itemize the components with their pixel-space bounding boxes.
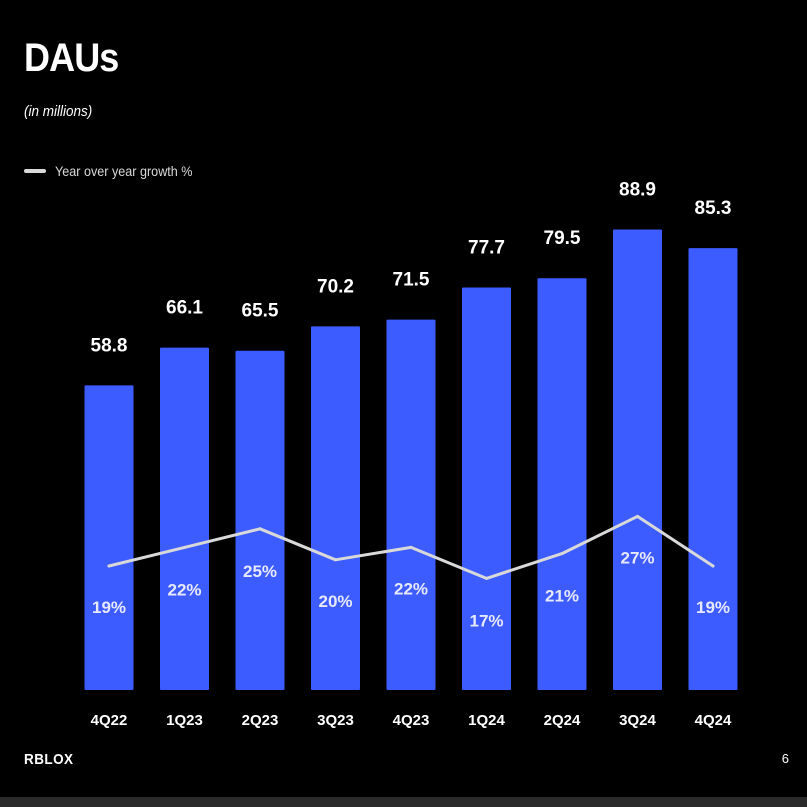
growth-label: 22% <box>167 580 201 599</box>
growth-label: 25% <box>243 562 277 581</box>
bar-value-label: 70.2 <box>317 276 354 297</box>
bar-value-label: 88.9 <box>619 180 656 201</box>
growth-label: 19% <box>92 598 126 617</box>
x-tick-label: 2Q24 <box>544 712 581 729</box>
growth-label: 27% <box>620 548 654 567</box>
roblox-logo: RBLOX <box>24 751 74 768</box>
bar-1q24 <box>462 287 511 690</box>
growth-point-3q23 <box>334 558 337 562</box>
x-tick-label: 4Q23 <box>393 712 430 729</box>
bar-4q23 <box>386 319 436 690</box>
bar-1q23 <box>160 347 209 690</box>
bar-value-label: 66.1 <box>166 298 203 319</box>
bar-value-label: 58.8 <box>91 335 128 356</box>
growth-point-2q24 <box>560 552 564 556</box>
x-tick-label: 2Q23 <box>242 712 279 729</box>
bar-3q24 <box>613 229 662 690</box>
x-tick-label: 1Q24 <box>468 712 505 729</box>
growth-label: 19% <box>696 598 730 617</box>
x-tick-label: 1Q23 <box>166 712 203 729</box>
bar-2q24 <box>537 278 587 690</box>
bar-4q24 <box>688 248 738 690</box>
page-number: 6 <box>781 751 789 766</box>
legend-line-swatch <box>24 169 46 173</box>
x-tick-label: 4Q24 <box>695 712 732 729</box>
bar-value-label: 71.5 <box>393 270 430 291</box>
growth-label: 21% <box>545 587 579 606</box>
bar-value-label: 85.3 <box>695 198 732 219</box>
growth-point-1q23 <box>183 545 186 549</box>
bar-2q23 <box>235 350 285 690</box>
x-tick-label: 3Q24 <box>619 712 656 729</box>
growth-label: 20% <box>318 592 352 611</box>
growth-point-3q24 <box>636 514 639 518</box>
growth-point-4q24 <box>711 564 715 568</box>
page-title: DAUs <box>24 36 119 80</box>
growth-point-2q23 <box>258 527 262 531</box>
bar-value-label: 77.7 <box>468 238 505 259</box>
bar-value-label: 79.5 <box>544 228 581 249</box>
growth-point-4q22 <box>107 564 111 568</box>
chart-legend: Year over year growth % <box>24 163 208 179</box>
bar-3q23 <box>311 326 360 690</box>
bottom-bar <box>0 797 807 807</box>
growth-label: 22% <box>394 579 428 598</box>
bar-4q22 <box>84 385 134 690</box>
x-tick-label: 3Q23 <box>317 712 354 729</box>
growth-label: 17% <box>469 611 503 630</box>
legend-label: Year over year growth % <box>55 163 193 179</box>
growth-point-4q23 <box>409 545 413 549</box>
bar-value-label: 65.5 <box>242 301 279 322</box>
growth-point-1q24 <box>485 576 488 580</box>
page-subtitle: (in millions) <box>24 103 93 120</box>
x-tick-label: 4Q22 <box>91 712 128 729</box>
